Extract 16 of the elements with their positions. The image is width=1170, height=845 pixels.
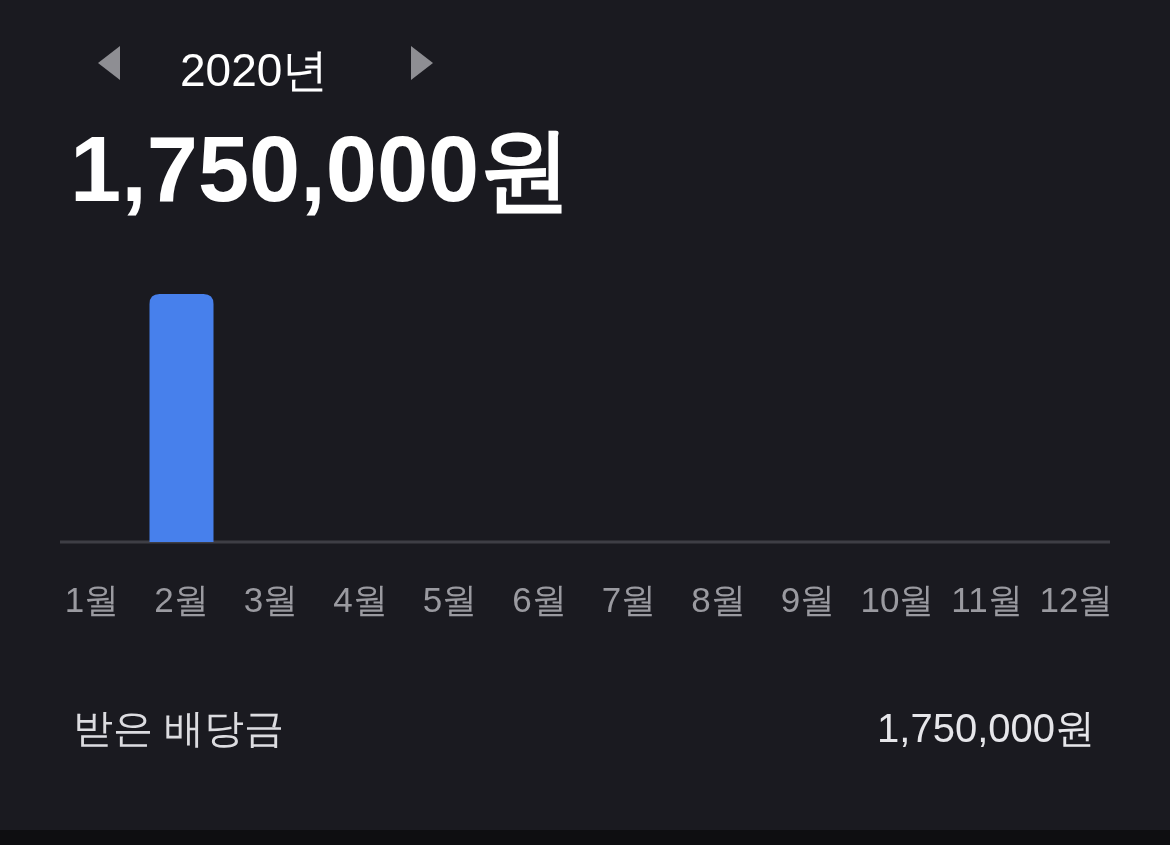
x-tick-label: 5월 [422,580,478,619]
x-tick-label: 6월 [512,580,567,619]
x-tick-label: 3월 [243,580,299,619]
x-tick-label: 10월 [860,580,935,619]
x-tick-label: 9월 [780,580,836,619]
x-tick-label: 12월 [1039,580,1114,619]
chart-subtitle: 1,750,000원 [70,118,572,220]
x-tick-label: 1월 [64,580,120,619]
x-tick-label: 11월 [951,580,1023,619]
x-tick-label: 7월 [601,580,657,619]
x-tick-label: 8월 [691,580,746,619]
text: 1,750,000원 [877,706,1095,750]
x-tick-label: 2월 [154,580,209,619]
text: 받은 배당금 [73,706,285,750]
chart-title: 2020년 [180,44,329,96]
x-tick-label: 4월 [333,580,388,619]
